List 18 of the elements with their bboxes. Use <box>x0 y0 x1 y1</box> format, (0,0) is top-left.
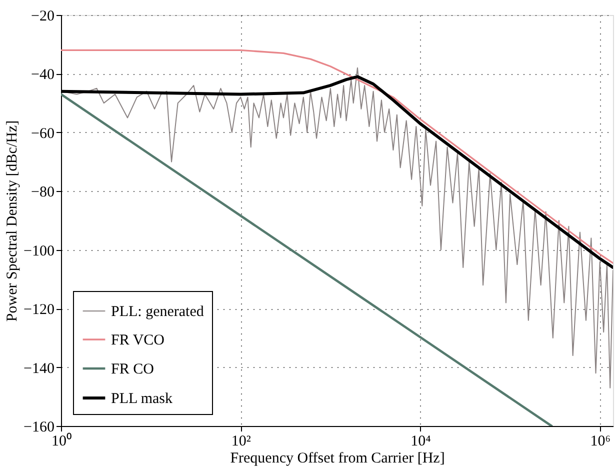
y-tick-label: −80 <box>31 184 54 201</box>
y-axis-title: Power Spectral Density [dBc/Hz] <box>4 120 21 322</box>
legend-label: PLL: generated <box>111 304 204 320</box>
legend-label: PLL mask <box>111 391 174 407</box>
y-tick-label: −140 <box>24 360 54 377</box>
y-tick-label: −160 <box>24 420 54 436</box>
y-tick-label: −100 <box>24 243 54 260</box>
x-axis-title: Frequency Offset from Carrier [Hz] <box>230 450 445 466</box>
x-tick-label: 10⁰ <box>52 432 72 450</box>
y-tick-label: −120 <box>24 302 54 318</box>
legend-label: FR VCO <box>111 332 165 348</box>
y-tick-label: −20 <box>31 8 54 24</box>
legend-label: FR CO <box>111 362 154 378</box>
x-tick-label: 10⁴ <box>410 434 431 450</box>
x-tick-label: 10⁶ <box>590 434 610 450</box>
x-tick-label: 10² <box>231 434 252 450</box>
y-tick-label: −60 <box>31 126 54 142</box>
y-tick-label: −40 <box>31 67 54 84</box>
